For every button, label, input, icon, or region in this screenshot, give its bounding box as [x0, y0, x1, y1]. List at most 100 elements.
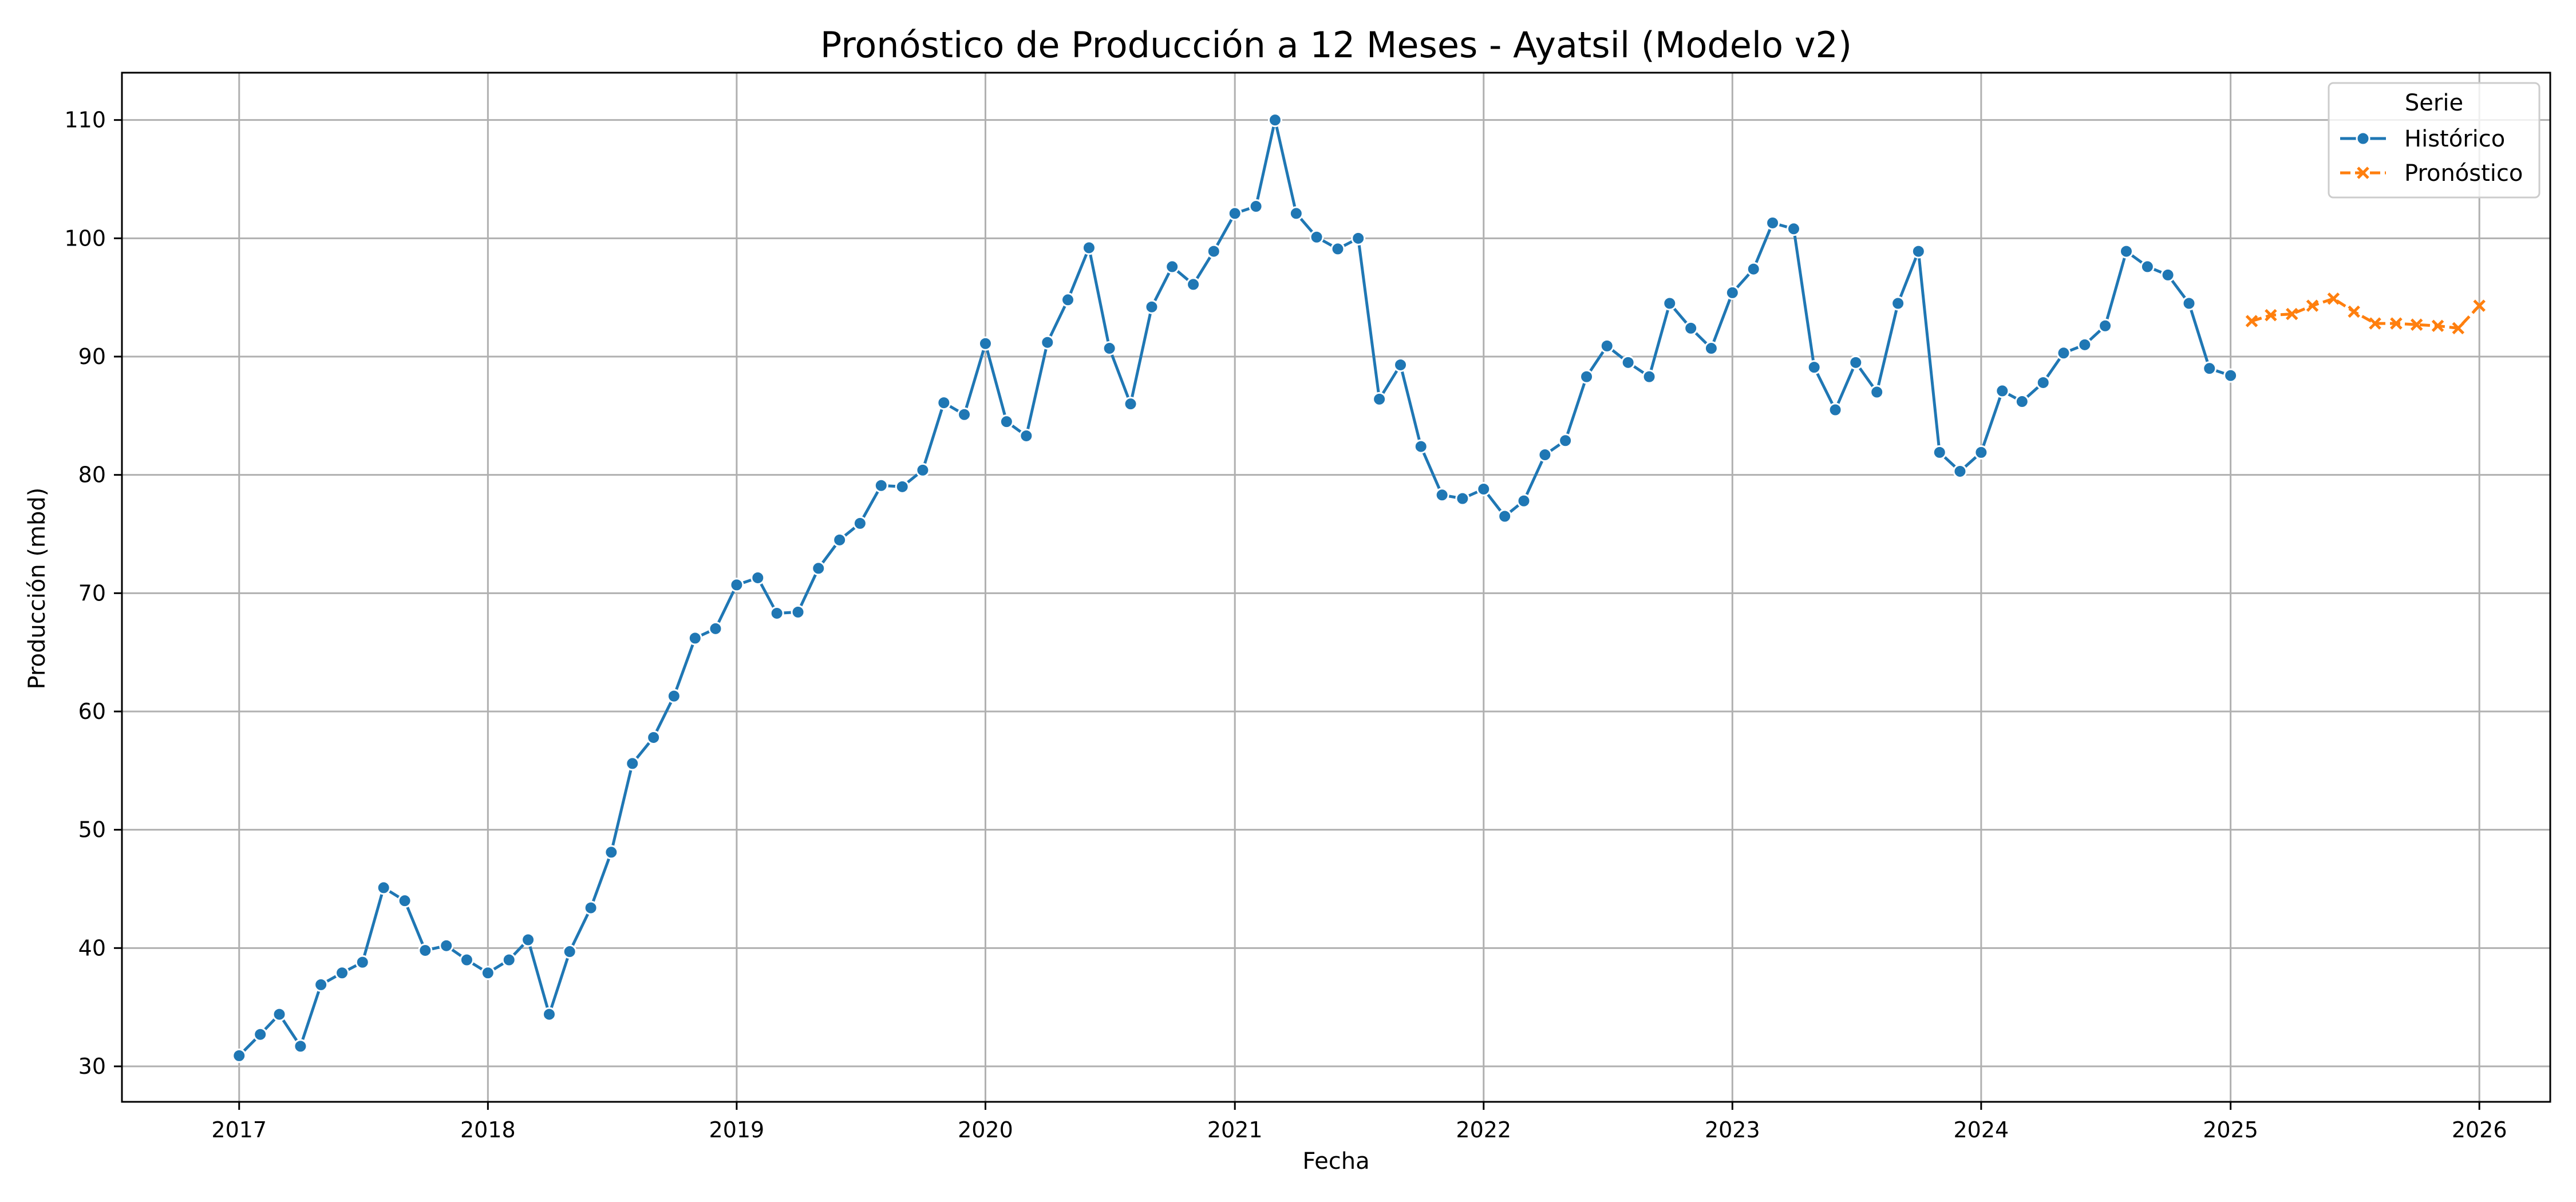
axis-ticks: 2017 2018 2019 2020 2021 2022 2023 2024 2025 2026… — [64, 108, 2507, 1142]
data-point-historico — [439, 938, 454, 953]
data-point-historico — [542, 1007, 556, 1022]
data-point-historico — [2119, 244, 2134, 259]
data-point-historico — [1765, 215, 1780, 230]
data-point-historico — [1165, 259, 1180, 274]
data-point-pronostico — [2473, 299, 2486, 312]
data-point-historico — [1413, 439, 1428, 454]
x-tick-label: 2025 — [2203, 1117, 2258, 1142]
data-point-historico — [2182, 296, 2196, 311]
x-tick-label: 2020 — [958, 1117, 1013, 1142]
y-axis-label: Producción (mbd) — [24, 488, 50, 690]
data-point-historico — [2098, 318, 2113, 333]
data-point-historico — [1848, 355, 1863, 370]
data-point-historico — [874, 478, 888, 493]
data-point-historico — [1704, 341, 1718, 356]
y-tick-label: 50 — [78, 817, 106, 843]
data-point-historico — [1102, 341, 1117, 356]
y-tick-label: 30 — [78, 1054, 106, 1079]
data-point-historico — [1249, 199, 1263, 214]
data-point-historico — [2223, 368, 2238, 383]
data-point-historico — [1974, 445, 1989, 460]
data-point-historico — [811, 561, 826, 576]
data-point-historico — [1186, 277, 1201, 292]
data-point-historico — [688, 631, 702, 646]
data-point-historico — [1579, 369, 1594, 384]
data-point-historico — [937, 396, 951, 410]
data-point-historico — [1891, 296, 1906, 311]
data-point-historico — [1786, 222, 1801, 236]
data-point-historico — [1123, 397, 1138, 412]
data-point-pronostico — [2452, 322, 2465, 335]
data-point-historico — [418, 943, 433, 958]
grid-lines — [122, 73, 2550, 1102]
data-point-historico — [1289, 206, 1303, 221]
data-point-historico — [1435, 488, 1449, 503]
data-point-historico — [397, 893, 412, 908]
data-point-historico — [2202, 361, 2217, 376]
legend-label-historico: Histórico — [2404, 126, 2505, 152]
data-point-historico — [625, 756, 640, 771]
data-point-historico — [895, 479, 910, 494]
data-point-historico — [1642, 369, 1657, 384]
legend-entry-historico: Histórico — [2340, 126, 2505, 152]
data-point-pronostico — [2410, 318, 2423, 331]
data-point-historico — [1372, 392, 1387, 406]
data-point-historico — [314, 977, 329, 992]
data-point-historico — [1019, 428, 1034, 443]
data-point-historico — [1538, 448, 1552, 462]
legend-entry-pronostico: Pronóstico — [2340, 160, 2523, 187]
data-point-historico — [480, 966, 495, 980]
data-point-historico — [2036, 375, 2050, 390]
x-tick-label: 2017 — [211, 1117, 267, 1142]
data-point-historico — [832, 532, 847, 547]
data-point-historico — [521, 932, 536, 947]
y-tick-label: 90 — [78, 344, 106, 369]
x-tick-label: 2018 — [460, 1117, 516, 1142]
data-point-historico — [708, 621, 723, 636]
legend-label-pronostico: Pronóstico — [2404, 160, 2523, 187]
chart-title: Pronóstico de Producción a 12 Meses - Ay… — [820, 24, 1852, 66]
data-point-historico — [2160, 267, 2175, 282]
data-point-historico — [1498, 509, 1512, 524]
x-tick-label: 2021 — [1207, 1117, 1263, 1142]
data-point-pronostico — [2390, 317, 2403, 330]
data-point-historico — [253, 1027, 268, 1042]
data-point-historico — [1081, 240, 1096, 255]
data-point-historico — [1455, 491, 1470, 506]
data-point-historico — [1995, 383, 2010, 398]
x-tick-label: 2023 — [1705, 1117, 1760, 1142]
data-point-historico — [1393, 357, 1408, 372]
legend-title: Serie — [2405, 90, 2463, 116]
data-point-historico — [1828, 402, 1843, 417]
data-point-historico — [501, 952, 516, 967]
data-point-historico — [1746, 262, 1761, 276]
data-point-historico — [1953, 464, 1967, 479]
data-point-historico — [1267, 113, 1282, 128]
series-layer — [232, 113, 2486, 1063]
x-tick-label: 2019 — [709, 1117, 765, 1142]
data-point-historico — [852, 516, 867, 531]
data-point-pronostico — [2348, 305, 2360, 318]
data-point-historico — [666, 689, 681, 703]
data-point-pronostico — [2327, 292, 2340, 305]
y-tick-label: 70 — [78, 580, 106, 606]
legend-box — [2328, 82, 2541, 199]
legend-marker-pronostico — [2357, 167, 2369, 179]
data-point-historico — [1227, 206, 1242, 221]
data-point-historico — [791, 604, 805, 619]
data-point-historico — [1621, 355, 1635, 370]
data-point-historico — [1309, 230, 1324, 244]
data-point-pronostico — [2369, 317, 2381, 330]
data-point-historico — [1807, 360, 1822, 375]
data-point-historico — [562, 944, 577, 959]
data-point-historico — [2014, 394, 2029, 409]
plot-frame — [121, 72, 2551, 1103]
y-tick-label: 110 — [64, 108, 106, 133]
data-point-historico — [1725, 285, 1740, 300]
data-point-historico — [583, 900, 598, 915]
series-line-1 — [2251, 297, 2481, 330]
data-point-historico — [1684, 321, 1698, 335]
data-point-pronostico — [2286, 307, 2298, 321]
data-point-historico — [1870, 385, 1884, 400]
